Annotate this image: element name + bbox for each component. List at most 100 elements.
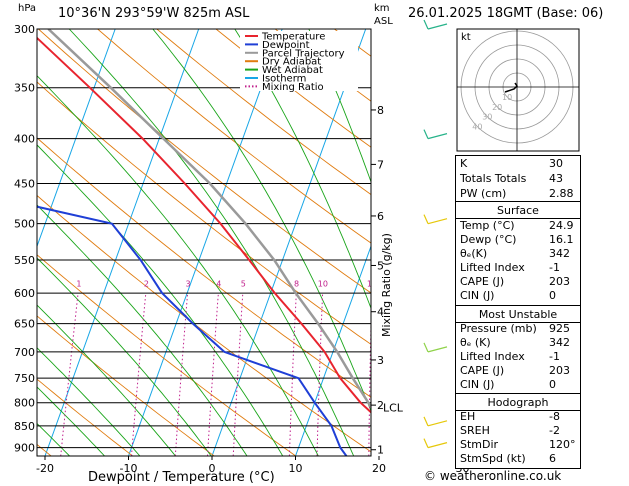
temp-tick-label: -10 xyxy=(120,462,138,475)
background-lines: 1 2 3 4 5 8 10 15 20 25 xyxy=(37,29,437,456)
pressure-tick-label: 700 xyxy=(14,346,35,359)
pressure-tick-label: 750 xyxy=(14,372,35,385)
series-dewpoint-line xyxy=(37,205,348,456)
dry-adiabat-line xyxy=(37,81,371,345)
height-tick-label: 3 xyxy=(377,354,384,367)
most-unstable-row: CAPE (J) 203 xyxy=(460,364,570,377)
height-tick-label: 6 xyxy=(377,210,384,223)
dry-adiabat-line xyxy=(38,29,371,294)
pressure-tick-label: 650 xyxy=(14,318,35,331)
legend-label: Isotherm xyxy=(262,74,306,85)
dry-adiabat-line xyxy=(37,137,371,398)
series-parcel-trajectory-line xyxy=(47,29,371,409)
isotherm-line xyxy=(44,29,200,456)
index-box-most-unstable: Most Unstable Pressure (mb) 925 θₑ (K) 342… xyxy=(455,305,581,395)
dry-adiabat-line xyxy=(37,194,371,453)
height-unit-label: km xyxy=(374,3,390,14)
wind-barb-flag xyxy=(423,416,429,427)
mixing-ratio-line xyxy=(207,293,219,456)
series-temperature-line xyxy=(37,36,371,414)
surface-row: Temp (°C) 24.9 xyxy=(460,219,574,232)
most-unstable-row: Pressure (mb) 925 xyxy=(460,322,570,335)
index-box-surface: Surface Temp (°C) 24.9 Dewp (°C) 16.1 θₑ(K… xyxy=(455,201,581,307)
index-row: PW (cm) 2.88 xyxy=(460,187,574,200)
pressure-tick-label: 300 xyxy=(14,23,35,36)
height-tick-label: 5 xyxy=(377,259,384,272)
dry-adiabat-line xyxy=(97,29,371,244)
mixing-ratio-axis-title: Mixing Ratio (g/kg) xyxy=(380,233,393,337)
credit-text: © weatheronline.co.uk xyxy=(424,469,562,483)
pressure-tick-label: 900 xyxy=(14,442,35,455)
pressure-tick-label: 450 xyxy=(14,178,35,191)
most-unstable-title: Most Unstable xyxy=(478,308,558,321)
x-axis-title: Dewpoint / Temperature (°C) xyxy=(88,470,275,485)
mixing-ratio-line xyxy=(232,293,244,456)
temp-tick-label: 10 xyxy=(289,462,303,475)
surface-row: CIN (J) 0 xyxy=(460,289,556,302)
hodograph-ring-label: 10 xyxy=(502,93,512,102)
pressure-tick-label: 400 xyxy=(14,133,35,146)
plot-frame xyxy=(36,28,372,457)
hodograph-row: StmSpd (kt) 6 xyxy=(460,452,556,465)
axis-ticks: 300350400450500550600650700750800850900-… xyxy=(14,23,470,475)
mixing-ratio-line xyxy=(60,293,79,456)
index-row: Totals Totals 43 xyxy=(460,172,563,185)
mixing-ratio-label: 20 xyxy=(403,280,413,289)
index-box-hodograph: Hodograph EH -8 SREH -2 StmDir 120° StmSpd … xyxy=(455,393,581,469)
most-unstable-row: CIN (J) 0 xyxy=(460,378,556,391)
wind-barb-flag xyxy=(423,19,429,30)
mixing-ratio-label: 5 xyxy=(241,280,246,289)
mixing-ratio-line xyxy=(436,293,437,456)
legend-label: Wet Adiabat xyxy=(262,65,323,76)
isotherm-line xyxy=(128,29,283,456)
hodograph-ring-label: 30 xyxy=(482,113,492,122)
wind-barb xyxy=(427,133,448,140)
mixing-ratio-line xyxy=(407,293,408,456)
mixing-ratio-label: 10 xyxy=(318,280,328,289)
wet-adiabat-line xyxy=(37,204,248,456)
pressure-tick-label: 350 xyxy=(14,82,35,95)
mixing-ratio-label: 4 xyxy=(216,280,221,289)
wind-barb-flag xyxy=(423,438,429,448)
surface-row: θₑ(K) 342 xyxy=(460,247,570,260)
height-tick-label: 8 xyxy=(377,104,384,117)
wind-barb xyxy=(427,442,448,449)
mixing-ratio-line xyxy=(368,305,371,456)
most-unstable-row: θₑ (K) 342 xyxy=(460,336,570,349)
temp-tick-label: 20 xyxy=(372,462,386,475)
hodograph-row: EH -8 xyxy=(460,410,560,423)
wet-adiabat-line xyxy=(152,29,371,413)
dry-adiabat-line xyxy=(37,378,133,456)
dry-adiabat-line xyxy=(37,315,215,456)
height-tick-label: 1 xyxy=(377,444,384,457)
temp-tick-label: 0 xyxy=(209,462,216,475)
mixing-ratio-line xyxy=(131,293,147,456)
wind-barb xyxy=(427,23,448,30)
mixing-ratio-label: 8 xyxy=(294,280,299,289)
dry-adiabat-line xyxy=(37,254,296,456)
wind-barb xyxy=(427,218,448,225)
mixing-ratio-label: 3 xyxy=(186,280,191,289)
hodograph-title: Hodograph xyxy=(487,396,549,409)
mixing-ratio-line xyxy=(288,293,297,456)
wet-adiabat-line xyxy=(37,144,284,456)
surface-row: Dewp (°C) 16.1 xyxy=(460,233,574,246)
index-box-top: K 30 Totals Totals 43 PW (cm) 2.88 xyxy=(455,155,581,203)
surface-title: Surface xyxy=(497,204,539,217)
wind-barb xyxy=(427,346,448,353)
hodograph-ring-label: 20 xyxy=(492,103,502,112)
legend-label: Temperature xyxy=(261,32,325,43)
wet-adiabat-line xyxy=(37,75,319,456)
wind-barbs xyxy=(423,19,448,449)
legend-label: Dry Adiabat xyxy=(262,57,321,68)
surface-row: CAPE (J) 203 xyxy=(460,275,570,288)
mixing-ratio-line xyxy=(316,293,324,456)
mixing-ratio-label: 1 xyxy=(76,280,81,289)
wind-barb xyxy=(427,420,448,427)
height-tick-label: 4 xyxy=(377,306,384,319)
mixing-ratio-label: 2 xyxy=(144,280,149,289)
wind-barb-flag xyxy=(423,342,429,353)
profile-lines xyxy=(37,29,371,456)
location-header: 10°36'N 293°59'W 825m ASL xyxy=(58,6,250,21)
